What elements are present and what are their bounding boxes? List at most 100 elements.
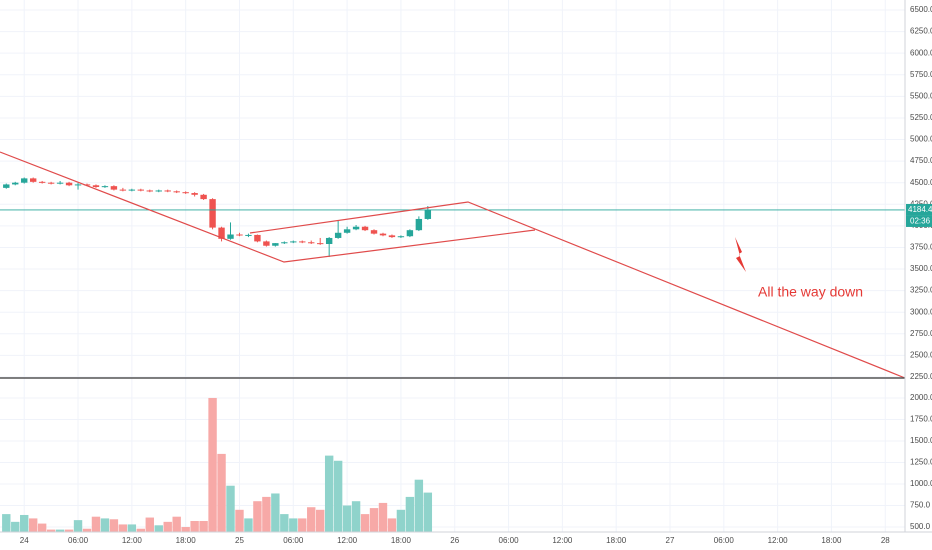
x-tick-label: 18:00	[821, 536, 842, 545]
volume-tick-label: 1000.0	[910, 479, 932, 488]
volume-bar	[118, 524, 128, 532]
candle-body	[325, 237, 333, 244]
candle-body	[21, 178, 28, 183]
candle-body	[227, 234, 234, 239]
candle-body	[361, 226, 369, 231]
candle-body	[200, 194, 207, 200]
volume-bar	[163, 521, 172, 532]
volume-bar	[154, 525, 163, 532]
y-tick-label: 2500.0	[910, 350, 932, 359]
candle-body	[245, 234, 252, 236]
x-tick-label: 12:00	[122, 536, 143, 545]
candle-body	[119, 189, 127, 191]
candle-body	[424, 209, 432, 219]
drawings: All the way down	[0, 151, 906, 379]
volume-bar	[333, 460, 343, 532]
volume-bar	[46, 529, 56, 532]
volume-bar	[199, 520, 208, 532]
grid	[0, 0, 905, 532]
annotation: All the way down	[758, 284, 863, 300]
y-tick-label: 6500.0	[910, 5, 932, 14]
candle-body	[272, 243, 279, 246]
candle-body	[110, 186, 118, 190]
volume-tick-label: 500.0	[910, 522, 931, 531]
last-price-badge	[906, 203, 932, 216]
volume-bar	[208, 397, 217, 532]
trend-line	[0, 151, 536, 263]
y-tick-label: 6000.0	[910, 48, 932, 57]
volume-bar	[73, 520, 83, 532]
x-tick-label: 06:00	[714, 536, 735, 545]
axes: 24 06:00 12:00 18:00 25 06:00 12:00 18:00 26 06:0…	[20, 5, 932, 545]
volume-bar	[280, 514, 289, 532]
volume-bar	[55, 529, 65, 532]
candle-body	[263, 241, 270, 246]
y-tick-label: 3750.0	[910, 243, 932, 252]
volume-bar	[289, 518, 298, 532]
y-tick-label: 4500.0	[910, 178, 932, 187]
volume-bar	[109, 519, 119, 532]
volume-bar	[351, 501, 361, 532]
volume-bar	[217, 453, 226, 532]
volume-tick-label: 1250.0	[910, 458, 932, 467]
volume-bar	[324, 455, 334, 532]
volume-bar	[271, 493, 280, 532]
candle-body	[379, 233, 387, 236]
y-tick-label: 5000.0	[910, 135, 932, 144]
candle-body	[173, 191, 180, 193]
x-tick-label: 12:00	[552, 536, 573, 545]
candle-body	[191, 193, 198, 195]
volume-bar	[172, 516, 181, 532]
y-tick-label: 2750.0	[910, 329, 932, 338]
volume-bar	[387, 518, 397, 532]
volume-tick-label: 2000.0	[910, 393, 932, 402]
candle-body	[182, 192, 189, 194]
volume-bar	[82, 528, 92, 532]
countdown-badge	[906, 215, 932, 227]
x-tick-label: 06:00	[499, 536, 520, 545]
x-tick-label: 28	[881, 536, 890, 545]
volume-bar	[405, 496, 415, 532]
x-tick-label: 18:00	[391, 536, 412, 545]
volume-bar	[2, 514, 11, 532]
candle-body	[299, 241, 306, 243]
trend-line	[249, 201, 906, 379]
volume-tick-label: 1500.0	[910, 436, 932, 445]
volume-bar	[342, 505, 352, 532]
volume-bar	[262, 496, 271, 532]
y-tick-label: 3500.0	[910, 264, 932, 273]
candle-body	[74, 184, 82, 186]
x-tick-label: 12:00	[768, 536, 789, 545]
candle-body	[236, 234, 243, 236]
volume-bar	[298, 518, 307, 532]
candle-body	[254, 234, 261, 242]
volume-bar	[127, 524, 137, 532]
y-tick-label: 5500.0	[910, 91, 932, 100]
volume-bar	[316, 509, 325, 532]
volume-bar	[226, 485, 235, 532]
y-tick-label: 2250.0	[910, 372, 932, 381]
volume-bar	[136, 528, 146, 532]
volume-bar	[414, 479, 424, 532]
candle-body	[406, 230, 414, 237]
volume-bar	[20, 514, 29, 532]
x-tick-label: 06:00	[68, 536, 89, 545]
y-tick-label: 4750.0	[910, 156, 932, 165]
x-tick-label: 27	[666, 536, 675, 545]
volume-tick-label: 1750.0	[910, 415, 932, 424]
candle-body	[3, 184, 10, 188]
volume-bar	[396, 509, 406, 532]
x-tick-label: 24	[20, 536, 29, 545]
candle-body	[12, 182, 19, 185]
candle-body	[146, 190, 153, 192]
candle-body	[128, 189, 136, 191]
candle-body	[29, 178, 37, 182]
candle-body	[38, 181, 46, 183]
candle-body	[137, 189, 145, 191]
volume-tick-label: 750.0	[910, 501, 931, 510]
x-tick-label: 26	[450, 536, 459, 545]
volume-bar	[369, 508, 379, 532]
volume-bar	[307, 507, 316, 532]
